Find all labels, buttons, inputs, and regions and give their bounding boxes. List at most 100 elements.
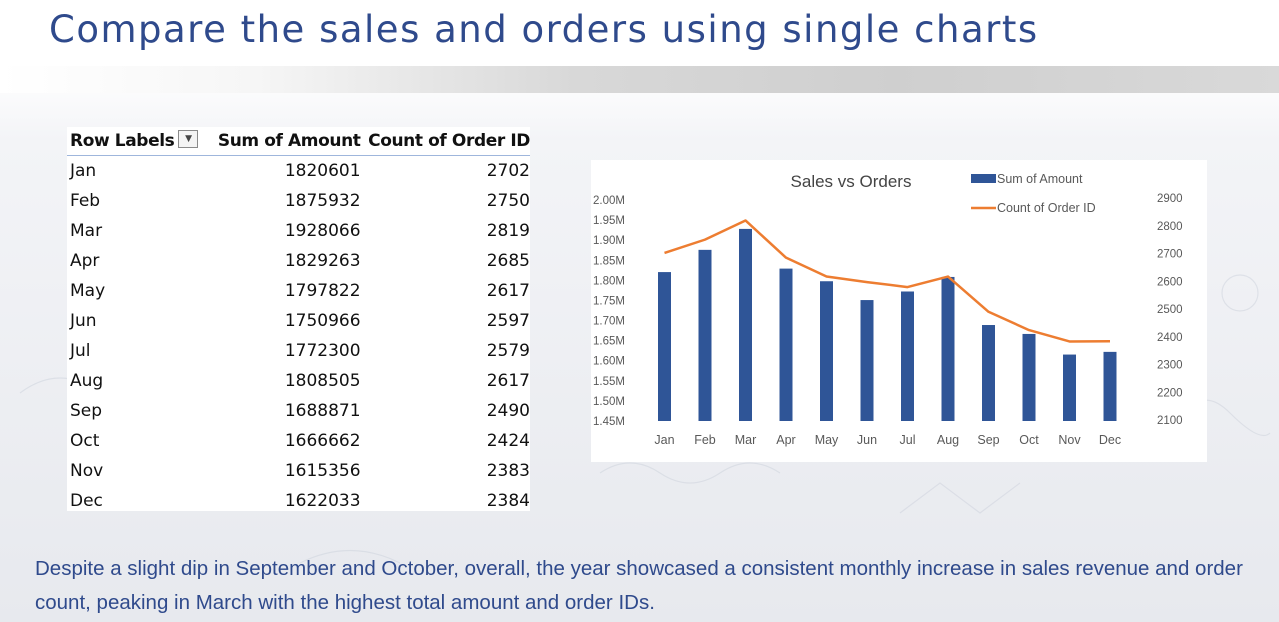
count-of-order-id-cell: 2750 [486,191,530,211]
bar [982,325,995,421]
row-label: Aug [70,371,104,391]
table-row: Mar 1928066 2819 [67,216,530,246]
table-row: Sep 1688871 2490 [67,396,530,426]
left-axis-tick-label: 1.90M [593,235,625,247]
sum-of-amount-cell: 1688871 [284,401,361,421]
sum-of-amount-cell: 1928066 [284,221,361,241]
x-axis-tick-label: Feb [694,433,716,447]
dropdown-arrow-icon[interactable]: ▼ [178,130,199,148]
left-axis-tick-label: 1.50M [593,396,625,408]
bar [820,281,833,421]
x-axis-tick-label: Jan [654,433,674,447]
sum-of-amount-cell: 1797822 [284,281,361,301]
table-row: Jan 1820601 2702 [67,156,530,187]
bar [698,249,712,421]
bar [658,272,671,421]
header-row-labels: Row Labels ▼ [67,127,205,156]
header-count-of-order-id: Count of Order ID [360,127,530,156]
count-of-order-id-cell: 2384 [486,491,530,511]
x-axis-tick-label: Aug [937,433,959,447]
right-axis-tick-label: 2600 [1157,276,1183,288]
bar [1103,351,1117,421]
bar [901,291,914,421]
left-axis-tick-label: 1.75M [593,295,625,307]
table-row: Nov 1615356 2383 [67,456,530,486]
legend-label-count-of-order-id: Count of Order ID [997,201,1096,215]
x-axis-tick-label: Oct [1019,433,1039,447]
sales-vs-orders-chart: Sales vs Orders 2.00M 1.95M 1.90M 1.85M 1.80M… [591,160,1207,462]
row-label: Dec [70,491,103,511]
count-of-order-id-cell: 2617 [486,281,530,301]
table-row: Jul 1772300 2579 [67,336,530,366]
count-of-order-id-cell: 2685 [486,251,530,271]
series-line-count-of-order-id [664,219,1111,343]
bar [739,228,752,421]
x-axis-tick-label: Apr [776,433,795,447]
row-label: Mar [70,221,103,241]
x-axis-tick-label: Sep [977,433,999,447]
right-axis-tick-label: 2800 [1157,221,1183,233]
sum-of-amount-cell: 1820601 [284,161,361,181]
table-row: Apr 1829263 2685 [67,246,530,276]
sum-of-amount-cell: 1615356 [284,461,361,481]
right-axis-tick-label: 2500 [1157,304,1183,316]
table-row: Feb 1875932 2750 [67,186,530,216]
table-row: Dec 1622033 2384 [67,486,530,511]
header-banner [0,66,1279,93]
count-of-order-id-cell: 2579 [486,341,530,361]
count-of-order-id-cell: 2490 [486,401,530,421]
count-of-order-id-cell: 2617 [486,371,530,391]
legend-swatch-sum-of-amount [971,174,996,183]
summary-caption: Despite a slight dip in September and Oc… [35,557,1243,614]
legend-label-sum-of-amount: Sum of Amount [997,172,1083,186]
count-of-order-id-cell: 2424 [486,431,530,451]
row-label: Sep [70,401,103,421]
sum-of-amount-cell: 1875932 [284,191,361,211]
x-axis-tick-label: Dec [1099,433,1121,447]
x-axis-tick-label: Jul [900,433,916,447]
left-axis-tick-label: 1.60M [593,356,625,368]
sum-of-amount-cell: 1808505 [284,371,361,391]
row-label: Jul [70,341,91,361]
x-axis-tick-label: Mar [735,433,757,447]
row-label: Apr [70,251,100,271]
bar [941,276,955,421]
table-row: May 1797822 2617 [67,276,530,306]
row-label: Jan [70,161,97,181]
sum-of-amount-cell: 1666662 [284,431,361,451]
left-axis-tick-label: 1.55M [593,376,625,388]
page-title: Compare the sales and orders using singl… [49,8,1039,51]
sum-of-amount-cell: 1829263 [284,251,361,271]
right-axis-tick-label: 2200 [1157,387,1183,399]
count-of-order-id-cell: 2383 [486,461,530,481]
x-axis-tick-label: Jun [857,433,877,447]
right-axis-tick-label: 2300 [1157,360,1183,372]
chart-svg: Sales vs Orders 2.00M 1.95M 1.90M 1.85M 1.80M… [593,172,1183,447]
row-label: Feb [70,191,101,211]
left-axis-tick-label: 1.80M [593,275,625,287]
right-axis-tick-label: 2900 [1157,193,1183,205]
row-label: Nov [70,461,104,481]
table-row: Aug 1808505 2617 [67,366,530,396]
row-label: May [70,281,106,301]
right-axis-tick-label: 2700 [1157,249,1183,261]
left-axis-tick-label: 1.85M [593,255,625,267]
left-axis-tick-label: 1.65M [593,336,625,348]
bar [860,300,874,421]
right-axis-tick-label: 2400 [1157,332,1183,344]
left-axis-tick-label: 1.45M [593,416,625,428]
table-row: Jun 1750966 2597 [67,306,530,336]
sum-of-amount-cell: 1750966 [284,311,361,331]
row-label: Oct [70,431,100,451]
bar [1063,354,1076,421]
count-of-order-id-cell: 2702 [486,161,530,181]
right-axis-tick-label: 2100 [1157,415,1183,427]
x-axis-tick-label: May [815,433,839,447]
table-row: Oct 1666662 2424 [67,426,530,456]
pivot-header-row: Row Labels ▼ Sum of Amount Count of Order… [67,127,530,156]
count-of-order-id-cell: 2597 [486,311,530,331]
left-axis-tick-label: 1.95M [593,215,625,227]
count-of-order-id-cell: 2819 [486,221,530,241]
sum-of-amount-cell: 1772300 [284,341,361,361]
left-axis-tick-label: 2.00M [593,195,625,207]
